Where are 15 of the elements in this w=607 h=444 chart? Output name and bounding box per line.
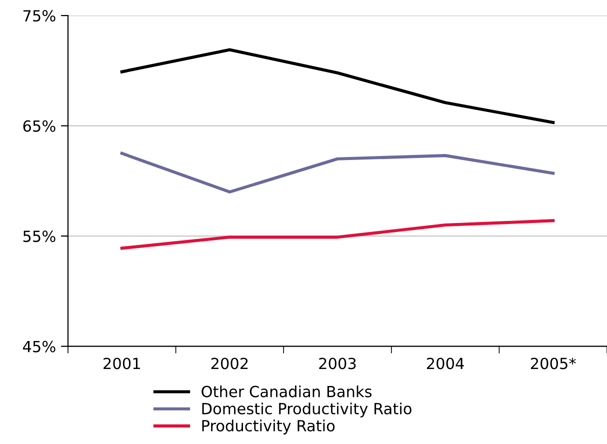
x-tick-label: 2004: [426, 358, 464, 370]
legend-label: Domestic Productivity Ratio: [202, 402, 412, 418]
x-tick-label: 2002: [211, 358, 248, 370]
line-series: [120, 152, 555, 194]
y-tick-label: 45%: [22, 340, 56, 352]
y-tick-label: 55%: [23, 230, 56, 242]
y-tick-label: 75%: [23, 10, 56, 22]
legend-label: Productivity Ratio: [202, 420, 335, 434]
y-tick-label: 65%: [23, 120, 56, 132]
line-series: [120, 48, 555, 124]
x-tick-label: 2005*: [530, 358, 576, 370]
legend-label: Other Canadian Banks: [202, 386, 372, 398]
x-tick-label: 2003: [319, 358, 356, 370]
x-tick-label: 2001: [104, 358, 140, 370]
line-series: [120, 219, 555, 250]
